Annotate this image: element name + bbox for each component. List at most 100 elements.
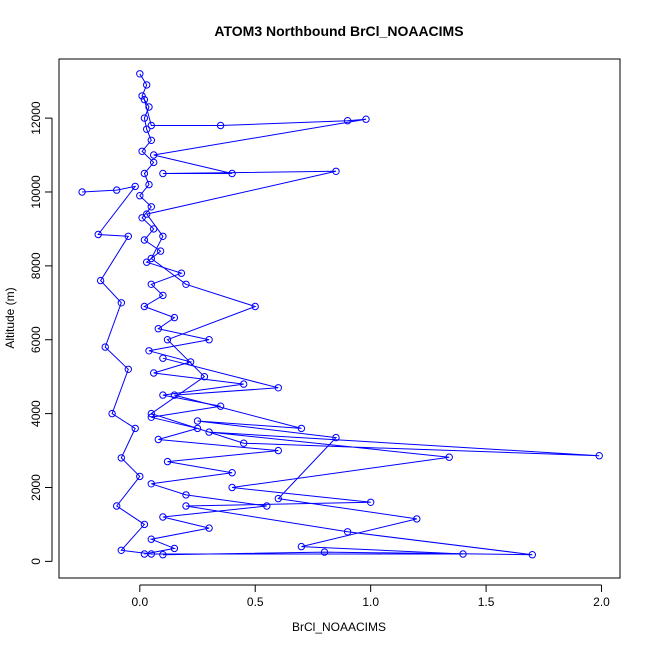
- data-point: [140, 114, 149, 122]
- y-tick-label: 8000: [29, 252, 43, 279]
- data-point: [143, 258, 151, 266]
- data-point: [147, 550, 156, 558]
- data-point: [145, 103, 153, 111]
- data-series: [140, 95, 603, 559]
- data-point: [145, 347, 153, 355]
- data-point: [113, 502, 121, 510]
- data-point: [140, 169, 149, 178]
- data-point: [156, 247, 165, 255]
- data-point: [94, 230, 102, 239]
- data-point: [170, 313, 179, 322]
- data-point: [159, 391, 167, 399]
- data-point: [170, 391, 179, 399]
- data-point: [297, 424, 306, 433]
- data-point: [413, 515, 421, 523]
- x-tick-label: 1.5: [478, 595, 495, 609]
- data-point: [182, 491, 190, 499]
- data-series-layer: [78, 70, 603, 559]
- data-point: [131, 182, 139, 191]
- data-point: [101, 343, 109, 351]
- data-series: [78, 182, 467, 558]
- data-point: [228, 483, 236, 492]
- y-tick-label: 2000: [29, 474, 43, 501]
- data-point: [274, 384, 282, 392]
- chart-title: ATOM3 Northbound BrCl_NOAACIMS: [214, 23, 463, 39]
- data-point: [274, 446, 282, 455]
- data-point: [163, 457, 172, 466]
- data-point: [205, 428, 213, 436]
- data-point: [297, 542, 306, 551]
- data-point: [147, 203, 156, 211]
- data-point: [140, 520, 149, 529]
- data-point: [251, 302, 259, 311]
- data-point: [136, 192, 144, 200]
- data-point: [117, 299, 126, 307]
- data-point: [143, 125, 151, 133]
- y-tick-label: 4000: [29, 400, 43, 427]
- data-point: [332, 433, 340, 442]
- x-tick-label: 0.0: [131, 595, 148, 609]
- data-point: [145, 180, 153, 189]
- data-point: [159, 513, 167, 521]
- data-series: [136, 70, 282, 558]
- x-tick-label: 2.0: [593, 595, 610, 609]
- data-point: [159, 291, 167, 300]
- data-point: [159, 551, 167, 559]
- data-point: [362, 115, 370, 123]
- data-point: [332, 167, 340, 176]
- data-point: [170, 544, 179, 553]
- data-point: [150, 158, 158, 167]
- data-point: [154, 435, 163, 444]
- data-point: [140, 236, 149, 244]
- x-axis-title: BrCl_NOAACIMS: [292, 620, 386, 634]
- x-tick-label: 1.0: [362, 595, 379, 609]
- y-tick-label: 12000: [29, 101, 43, 135]
- data-point: [147, 409, 156, 418]
- y-tick-label: 0: [29, 558, 43, 565]
- data-point: [96, 276, 105, 285]
- data-point: [528, 551, 536, 559]
- data-point: [117, 546, 126, 554]
- data-point: [138, 92, 146, 100]
- data-point: [147, 535, 156, 543]
- data-point: [138, 214, 146, 222]
- data-point: [108, 409, 116, 418]
- data-point: [193, 424, 202, 433]
- data-point: [150, 369, 158, 377]
- data-point: [228, 169, 236, 178]
- y-axis: 0 2000 4000 6000 8000 10000 12000: [29, 101, 53, 565]
- data-point: [367, 498, 375, 506]
- data-point: [140, 95, 149, 104]
- data-point: [177, 269, 186, 277]
- data-point: [216, 121, 225, 130]
- data-point: [78, 188, 86, 196]
- data-point: [205, 524, 213, 532]
- data-point: [154, 325, 163, 333]
- data-point: [205, 336, 213, 344]
- series-line: [82, 185, 464, 555]
- y-tick-label: 10000: [29, 175, 43, 209]
- data-point: [147, 121, 156, 130]
- data-point: [147, 480, 156, 488]
- data-point: [240, 439, 248, 447]
- data-point: [143, 81, 151, 89]
- data-point: [445, 453, 453, 461]
- data-point: [320, 548, 329, 556]
- data-point: [159, 169, 167, 178]
- data-point: [159, 232, 167, 241]
- data-point: [193, 417, 202, 425]
- x-tick-label: 0.5: [247, 595, 264, 609]
- data-point: [228, 469, 236, 477]
- series-line: [143, 99, 600, 556]
- series-line: [139, 73, 279, 555]
- data-point: [163, 336, 172, 344]
- data-point: [182, 280, 190, 288]
- data-point: [150, 151, 158, 159]
- data-point: [147, 254, 156, 263]
- data-point: [343, 117, 352, 125]
- data-point: [595, 452, 603, 460]
- data-point: [124, 365, 133, 373]
- data-point: [147, 136, 156, 145]
- data-point: [113, 186, 121, 194]
